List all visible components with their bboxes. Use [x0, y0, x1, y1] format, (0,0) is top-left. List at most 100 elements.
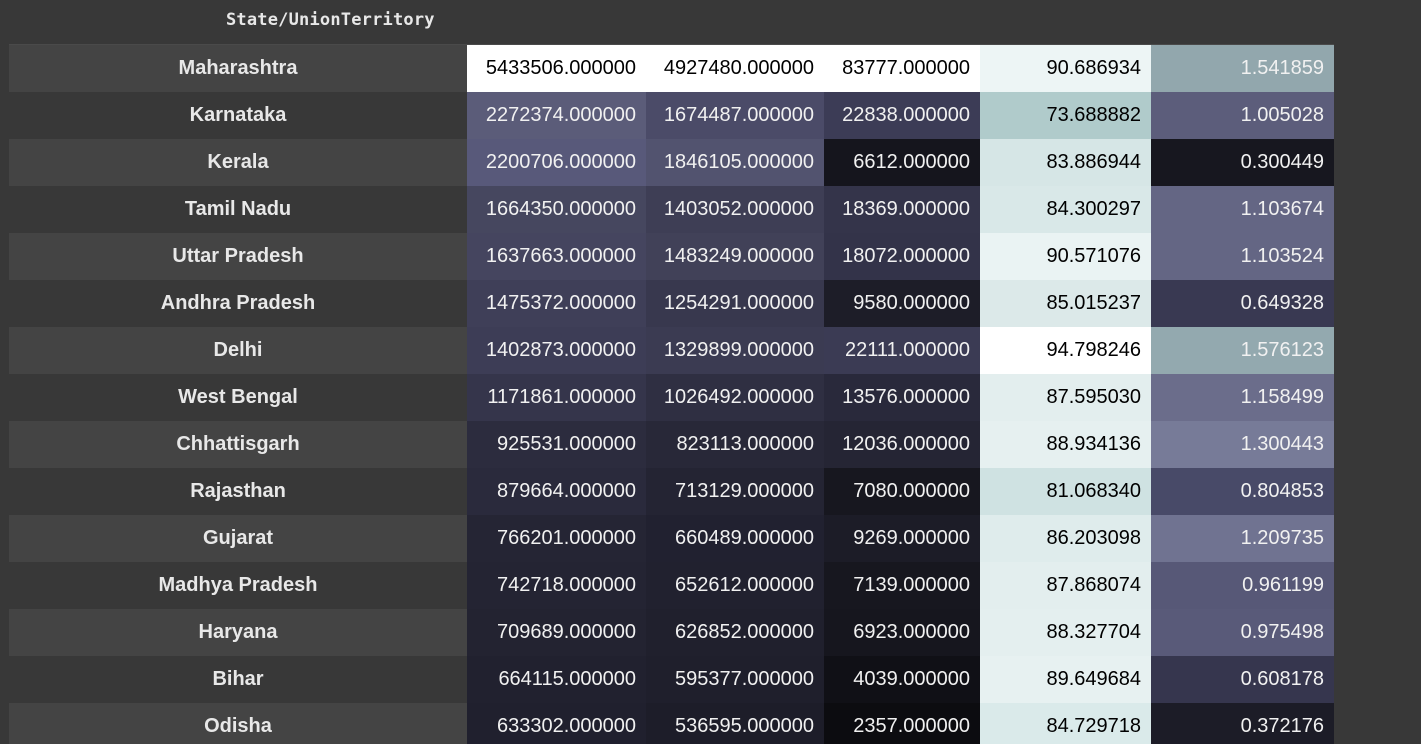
table-cell: 925531.000000	[467, 421, 646, 468]
table-cell: 1171861.000000	[467, 374, 646, 421]
table-cell: 1329899.000000	[646, 327, 824, 374]
table-cell: 9580.000000	[824, 280, 980, 327]
row-label: Haryana	[9, 609, 467, 656]
table-cell: 0.300449	[1151, 139, 1334, 186]
table-cell: 660489.000000	[646, 515, 824, 562]
table-cell: 4927480.000000	[646, 45, 824, 92]
table-cell: 12036.000000	[824, 421, 980, 468]
table-cell: 0.804853	[1151, 468, 1334, 515]
table-cell: 2357.000000	[824, 703, 980, 744]
table-row: Chhattisgarh 925531.000000 823113.000000 12…	[9, 421, 1334, 468]
table-cell: 1.300443	[1151, 421, 1334, 468]
table-cell: 90.686934	[980, 45, 1151, 92]
row-label: Gujarat	[9, 515, 467, 562]
table-cell: 713129.000000	[646, 468, 824, 515]
table-cell: 86.203098	[980, 515, 1151, 562]
table-cell: 4039.000000	[824, 656, 980, 703]
table-row: Maharashtra 5433506.000000 4927480.000000 8…	[9, 45, 1334, 92]
table-cell: 823113.000000	[646, 421, 824, 468]
row-label: Andhra Pradesh	[9, 280, 467, 327]
table-row: Bihar 664115.000000 595377.000000 4039.0000…	[9, 656, 1334, 703]
table-cell: 85.015237	[980, 280, 1151, 327]
table-cell: 0.975498	[1151, 609, 1334, 656]
table-cell: 1.005028	[1151, 92, 1334, 139]
table-row: Madhya Pradesh 742718.000000 652612.000000…	[9, 562, 1334, 609]
row-label: Karnataka	[9, 92, 467, 139]
table-cell: 1.541859	[1151, 45, 1334, 92]
row-label: Tamil Nadu	[9, 186, 467, 233]
table-row: Rajasthan 879664.000000 713129.000000 7080.…	[9, 468, 1334, 515]
table-cell: 18072.000000	[824, 233, 980, 280]
table-cell: 1402873.000000	[467, 327, 646, 374]
table-cell: 89.649684	[980, 656, 1151, 703]
table-cell: 22111.000000	[824, 327, 980, 374]
table-cell: 7080.000000	[824, 468, 980, 515]
table-cell: 1254291.000000	[646, 280, 824, 327]
table-cell: 83.886944	[980, 139, 1151, 186]
table-cell: 18369.000000	[824, 186, 980, 233]
table-cell: 88.934136	[980, 421, 1151, 468]
row-label: West Bengal	[9, 374, 467, 421]
table-cell: 87.595030	[980, 374, 1151, 421]
table-cell: 1.103524	[1151, 233, 1334, 280]
table-cell: 742718.000000	[467, 562, 646, 609]
table-cell: 766201.000000	[467, 515, 646, 562]
table-row: Delhi 1402873.000000 1329899.000000 22111.0…	[9, 327, 1334, 374]
table-row: Odisha 633302.000000 536595.000000 2357.000…	[9, 703, 1334, 744]
table-cell: 652612.000000	[646, 562, 824, 609]
table-cell: 2272374.000000	[467, 92, 646, 139]
header-divider	[9, 44, 1334, 45]
table-row: Tamil Nadu 1664350.000000 1403052.000000 18…	[9, 186, 1334, 233]
table-cell: 6612.000000	[824, 139, 980, 186]
table-cell: 1637663.000000	[467, 233, 646, 280]
table-cell: 7139.000000	[824, 562, 980, 609]
table-cell: 1846105.000000	[646, 139, 824, 186]
table-cell: 879664.000000	[467, 468, 646, 515]
table-cell: 1.209735	[1151, 515, 1334, 562]
row-label: Kerala	[9, 139, 467, 186]
table-cell: 87.868074	[980, 562, 1151, 609]
table-cell: 2200706.000000	[467, 139, 646, 186]
table-cell: 1.576123	[1151, 327, 1334, 374]
table-row: Uttar Pradesh 1637663.000000 1483249.00000…	[9, 233, 1334, 280]
table-cell: 84.729718	[980, 703, 1151, 744]
table-cell: 83777.000000	[824, 45, 980, 92]
table-row: Kerala 2200706.000000 1846105.000000 6612.0…	[9, 139, 1334, 186]
table-cell: 1.103674	[1151, 186, 1334, 233]
table-cell: 664115.000000	[467, 656, 646, 703]
table-cell: 84.300297	[980, 186, 1151, 233]
table-row: Gujarat 766201.000000 660489.000000 9269.00…	[9, 515, 1334, 562]
table-cell: 709689.000000	[467, 609, 646, 656]
table-cell: 633302.000000	[467, 703, 646, 744]
table-cell: 1664350.000000	[467, 186, 646, 233]
table-cell: 22838.000000	[824, 92, 980, 139]
table-cell: 9269.000000	[824, 515, 980, 562]
styled-dataframe: Maharashtra 5433506.000000 4927480.000000 8…	[9, 45, 1334, 744]
table-cell: 13576.000000	[824, 374, 980, 421]
table-cell: 88.327704	[980, 609, 1151, 656]
row-label: Odisha	[9, 703, 467, 744]
row-label: Maharashtra	[9, 45, 467, 92]
table-cell: 1026492.000000	[646, 374, 824, 421]
table-cell: 1.158499	[1151, 374, 1334, 421]
dataframe-body: Maharashtra 5433506.000000 4927480.000000 8…	[9, 45, 1334, 744]
table-cell: 1483249.000000	[646, 233, 824, 280]
table-cell: 0.649328	[1151, 280, 1334, 327]
table-cell: 0.372176	[1151, 703, 1334, 744]
table-cell: 1674487.000000	[646, 92, 824, 139]
row-label: Bihar	[9, 656, 467, 703]
table-cell: 1475372.000000	[467, 280, 646, 327]
table-cell: 1403052.000000	[646, 186, 824, 233]
row-label: Delhi	[9, 327, 467, 374]
table-cell: 595377.000000	[646, 656, 824, 703]
table-row: Haryana 709689.000000 626852.000000 6923.00…	[9, 609, 1334, 656]
table-cell: 90.571076	[980, 233, 1151, 280]
table-row: West Bengal 1171861.000000 1026492.000000 1…	[9, 374, 1334, 421]
table-cell: 626852.000000	[646, 609, 824, 656]
table-cell: 536595.000000	[646, 703, 824, 744]
table-cell: 6923.000000	[824, 609, 980, 656]
table-cell: 0.608178	[1151, 656, 1334, 703]
index-header: State/UnionTerritory	[226, 10, 435, 30]
table-cell: 5433506.000000	[467, 45, 646, 92]
